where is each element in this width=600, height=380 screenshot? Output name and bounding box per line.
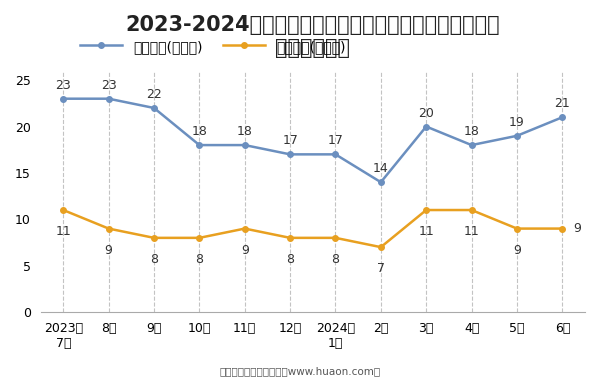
进口总额(亿美元) <box>196 236 203 240</box>
Text: 7: 7 <box>377 263 385 276</box>
Text: 9: 9 <box>241 244 248 257</box>
Text: 8: 8 <box>286 253 294 266</box>
出口总额(亿美元) <box>105 97 112 101</box>
Text: 9: 9 <box>105 244 113 257</box>
进口总额(亿美元) <box>377 245 385 249</box>
Text: 17: 17 <box>282 135 298 147</box>
Text: 18: 18 <box>191 125 208 138</box>
Text: 23: 23 <box>101 79 116 92</box>
Text: 18: 18 <box>237 125 253 138</box>
Text: 8: 8 <box>331 253 340 266</box>
进口总额(亿美元) <box>514 226 521 231</box>
出口总额(亿美元) <box>196 143 203 147</box>
出口总额(亿美元) <box>332 152 339 157</box>
Line: 出口总额(亿美元): 出口总额(亿美元) <box>61 96 565 185</box>
进口总额(亿美元) <box>287 236 294 240</box>
进口总额(亿美元) <box>151 236 158 240</box>
进口总额(亿美元) <box>105 226 112 231</box>
Title: 2023-2024年苏州高新技术产业开发区商品收发货人所在
地进、出口额: 2023-2024年苏州高新技术产业开发区商品收发货人所在 地进、出口额 <box>125 15 500 58</box>
Legend: 出口总额(亿美元), 进口总额(亿美元): 出口总额(亿美元), 进口总额(亿美元) <box>75 35 351 60</box>
Text: 23: 23 <box>55 79 71 92</box>
出口总额(亿美元) <box>422 124 430 129</box>
进口总额(亿美元) <box>59 208 67 212</box>
Text: 8: 8 <box>196 253 203 266</box>
Text: 18: 18 <box>464 125 479 138</box>
Text: 9: 9 <box>574 222 581 235</box>
Text: 21: 21 <box>554 97 570 110</box>
Text: 9: 9 <box>513 244 521 257</box>
Text: 11: 11 <box>55 225 71 238</box>
Text: 19: 19 <box>509 116 525 129</box>
Text: 制图：华经产业研究院（www.huaon.com）: 制图：华经产业研究院（www.huaon.com） <box>220 366 380 376</box>
Text: 17: 17 <box>328 135 343 147</box>
出口总额(亿美元) <box>559 115 566 120</box>
出口总额(亿美元) <box>287 152 294 157</box>
出口总额(亿美元) <box>468 143 475 147</box>
Text: 8: 8 <box>150 253 158 266</box>
出口总额(亿美元) <box>241 143 248 147</box>
Line: 进口总额(亿美元): 进口总额(亿美元) <box>61 207 565 250</box>
Text: 20: 20 <box>418 106 434 120</box>
进口总额(亿美元) <box>422 208 430 212</box>
进口总额(亿美元) <box>468 208 475 212</box>
出口总额(亿美元) <box>514 133 521 138</box>
进口总额(亿美元) <box>241 226 248 231</box>
Text: 22: 22 <box>146 88 162 101</box>
Text: 11: 11 <box>418 225 434 238</box>
进口总额(亿美元) <box>332 236 339 240</box>
出口总额(亿美元) <box>151 106 158 110</box>
出口总额(亿美元) <box>59 97 67 101</box>
Text: 11: 11 <box>464 225 479 238</box>
Text: 14: 14 <box>373 162 389 175</box>
出口总额(亿美元) <box>377 180 385 184</box>
进口总额(亿美元) <box>559 226 566 231</box>
